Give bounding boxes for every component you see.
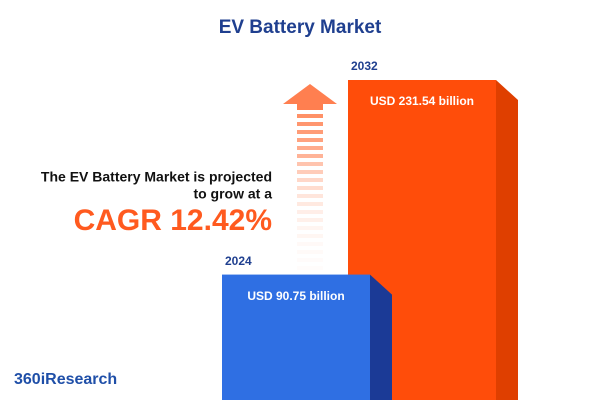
arrow-stripe: [297, 202, 323, 206]
arrow-stripe: [297, 234, 323, 238]
value-label: USD 231.54 billion: [370, 94, 474, 108]
chart-title: EV Battery Market: [219, 17, 382, 38]
arrow-stripe: [297, 146, 323, 150]
arrow-stripe: [297, 178, 323, 182]
bars: USD 231.54 billion 2032 USD 90.75 billion 2…: [222, 59, 518, 400]
bar-side: [370, 274, 392, 400]
arrow-stripe: [297, 170, 323, 174]
arrow-stripe: [297, 194, 323, 198]
annotation: The EV Battery Market is projected: [41, 169, 272, 185]
arrow-stripe: [297, 138, 323, 142]
arrow-stripe: [297, 210, 323, 214]
cagr-text: CAGR 12.42%: [74, 204, 272, 237]
arrow-stripe: [297, 154, 323, 158]
arrow-head: [283, 84, 337, 110]
arrow-stripe: [297, 226, 323, 230]
arrow-stripe: [297, 242, 323, 246]
arrow-stripe: [297, 162, 323, 166]
arrow-stripe: [297, 218, 323, 222]
arrow-stripe: [297, 266, 323, 270]
bar: [222, 274, 370, 400]
bar-side: [496, 80, 518, 400]
value-label: USD 90.75 billion: [247, 289, 344, 303]
growth-arrow: [283, 84, 337, 270]
arrow-stripe: [297, 122, 323, 126]
annotation: to grow at a: [193, 186, 272, 202]
brand: 360iResearch: [14, 371, 117, 388]
category-label: 2024: [225, 254, 252, 268]
category-label: 2032: [351, 59, 378, 73]
arrow-stripe: [297, 114, 323, 118]
arrow-stripe: [297, 250, 323, 254]
arrow-stripe: [297, 130, 323, 134]
arrow-stripe: [297, 258, 323, 262]
arrow-stripe: [297, 186, 323, 190]
